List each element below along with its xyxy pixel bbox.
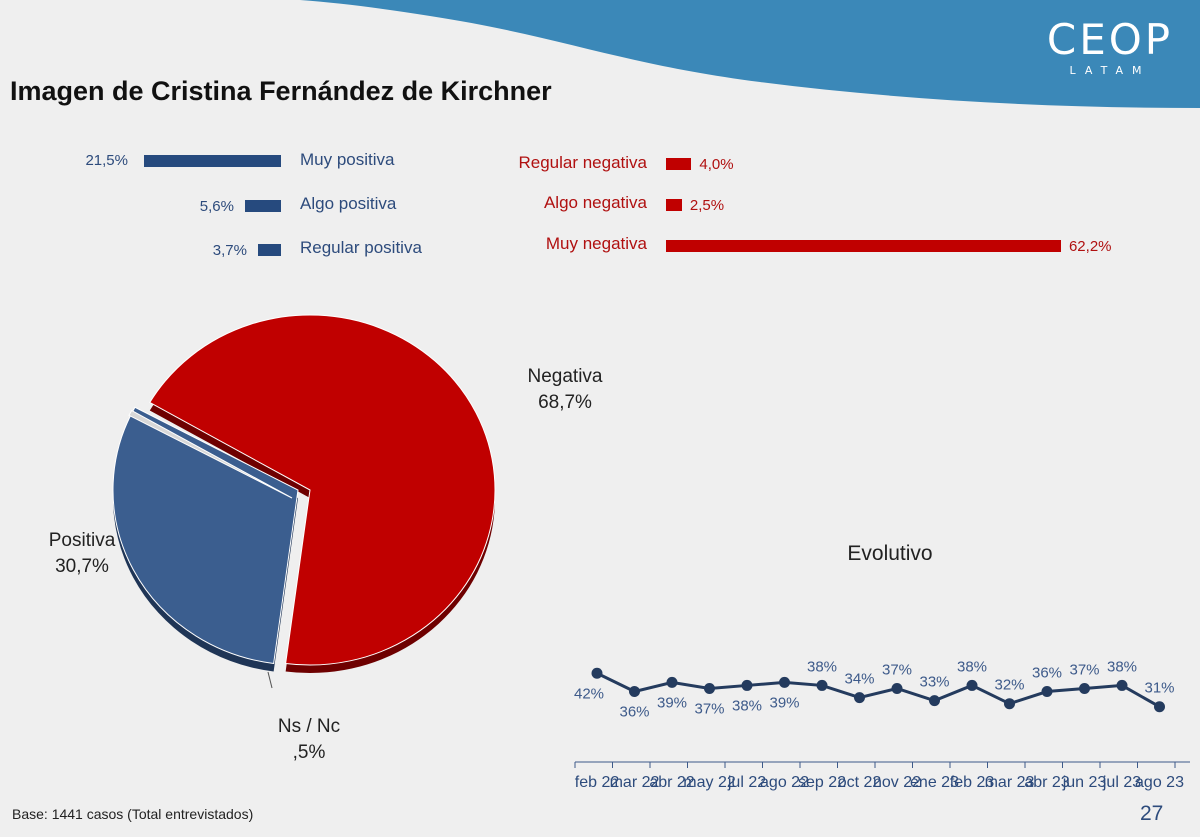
x-tick-label: jun 23 bbox=[1062, 774, 1107, 791]
base-footnote: Base: 1441 casos (Total entrevistados) bbox=[12, 806, 254, 822]
x-tick-label: abr 22 bbox=[649, 774, 694, 791]
muy-negativa-value: 62,2% bbox=[1068, 238, 1112, 255]
data-point bbox=[1116, 679, 1128, 691]
page-number: 27 bbox=[1140, 802, 1164, 825]
regular-negativa-bar bbox=[666, 158, 692, 170]
data-point bbox=[666, 676, 678, 688]
pie-slice-ns-nc bbox=[128, 409, 293, 499]
data-label: 39% bbox=[657, 694, 687, 711]
data-label: 38% bbox=[807, 658, 837, 675]
data-point bbox=[1004, 698, 1015, 710]
negativa-value: 68,7% bbox=[538, 392, 592, 413]
data-point bbox=[966, 679, 978, 691]
x-tick-label: jul 22 bbox=[727, 774, 766, 791]
x-tick-label: sep 22 bbox=[798, 774, 846, 791]
data-label: 42% bbox=[574, 685, 604, 702]
data-point bbox=[741, 679, 753, 691]
muy-positiva-value: 21,5% bbox=[85, 152, 128, 169]
data-point bbox=[779, 676, 790, 688]
positiva-pie-label: Positiva 30,7% bbox=[32, 528, 132, 580]
nsnc-pie-label: Ns / Nc ,5% bbox=[259, 714, 359, 766]
data-point bbox=[854, 692, 865, 704]
data-point bbox=[891, 682, 903, 694]
regular-negativa-value: 4,0% bbox=[699, 156, 734, 173]
x-tick-label: ago 23 bbox=[1135, 774, 1184, 791]
data-label: 33% bbox=[919, 674, 949, 691]
x-tick-label: ago 22 bbox=[760, 774, 809, 791]
regular-positiva-value: 3,7% bbox=[212, 242, 247, 259]
data-label: 36% bbox=[1032, 665, 1062, 682]
algo-positiva-label: Algo positiva bbox=[300, 194, 397, 213]
line-chart-title: Evolutivo bbox=[847, 542, 932, 565]
x-tick-label: feb 22 bbox=[575, 774, 620, 791]
header-wave bbox=[300, 0, 1200, 108]
x-tick-label: oct 22 bbox=[838, 774, 882, 791]
muy-positiva-bar bbox=[144, 155, 281, 167]
data-label: 34% bbox=[844, 671, 874, 688]
x-tick-label: mar 22 bbox=[610, 774, 660, 791]
pie-slice-positiva bbox=[112, 406, 299, 665]
data-point bbox=[1079, 682, 1090, 694]
muy-positiva-label: Muy positiva bbox=[300, 150, 395, 169]
nsnc-name: Ns / Nc bbox=[277, 716, 341, 737]
data-point bbox=[704, 682, 715, 694]
negativa-name: Negativa bbox=[527, 366, 603, 387]
x-tick-label: may 22 bbox=[683, 774, 736, 791]
regular-positiva-bar bbox=[257, 244, 281, 256]
data-label: 38% bbox=[732, 697, 762, 714]
data-label: 37% bbox=[882, 661, 912, 678]
positiva-name: Positiva bbox=[48, 530, 116, 551]
x-tick-label: jul 23 bbox=[1102, 774, 1141, 791]
x-tick-label: feb 23 bbox=[950, 774, 995, 791]
data-point bbox=[591, 667, 603, 679]
nsnc-value: ,5% bbox=[292, 742, 326, 763]
data-label: 37% bbox=[1069, 661, 1099, 678]
data-point bbox=[1041, 686, 1053, 698]
algo-negativa-value: 2,5% bbox=[689, 197, 725, 214]
data-point bbox=[1154, 701, 1165, 713]
negativa-pie-label: Negativa 68,7% bbox=[515, 364, 615, 416]
data-point bbox=[629, 686, 640, 698]
x-tick-label: nov 22 bbox=[873, 774, 921, 791]
data-label: 38% bbox=[1107, 658, 1137, 675]
pie-slice-negativa bbox=[149, 314, 496, 666]
data-point bbox=[816, 679, 828, 691]
ceop-logo-sub: LATAM bbox=[1069, 64, 1151, 77]
algo-positiva-value: 5,6% bbox=[199, 198, 234, 215]
muy-negativa-label: Muy negativa bbox=[545, 234, 647, 253]
data-label: 37% bbox=[694, 700, 724, 717]
ceop-logo: CEOP bbox=[1046, 15, 1174, 64]
data-label: 38% bbox=[957, 658, 987, 675]
x-tick-label: mar 23 bbox=[985, 774, 1035, 791]
data-label: 32% bbox=[994, 677, 1024, 694]
data-label: 31% bbox=[1144, 680, 1174, 697]
algo-negativa-bar bbox=[666, 199, 682, 211]
positiva-value: 30,7% bbox=[55, 556, 109, 577]
regular-positiva-label: Regular positiva bbox=[300, 238, 422, 257]
regular-negativa-label: Regular negativa bbox=[518, 153, 647, 172]
data-label: 39% bbox=[769, 694, 799, 711]
muy-negativa-bar bbox=[666, 240, 1061, 252]
x-tick-label: abr 23 bbox=[1024, 774, 1069, 791]
page-title: Imagen de Cristina Fernández de Kirchner bbox=[10, 76, 552, 106]
nsnc-leader-line bbox=[267, 671, 273, 689]
data-label: 36% bbox=[619, 704, 649, 721]
data-point bbox=[929, 695, 940, 707]
evolutivo-line bbox=[596, 671, 1161, 709]
x-tick-label: ene 23 bbox=[910, 774, 959, 791]
pie-chart bbox=[112, 314, 496, 689]
algo-positiva-bar bbox=[245, 200, 281, 212]
algo-negativa-label: Algo negativa bbox=[543, 193, 647, 212]
